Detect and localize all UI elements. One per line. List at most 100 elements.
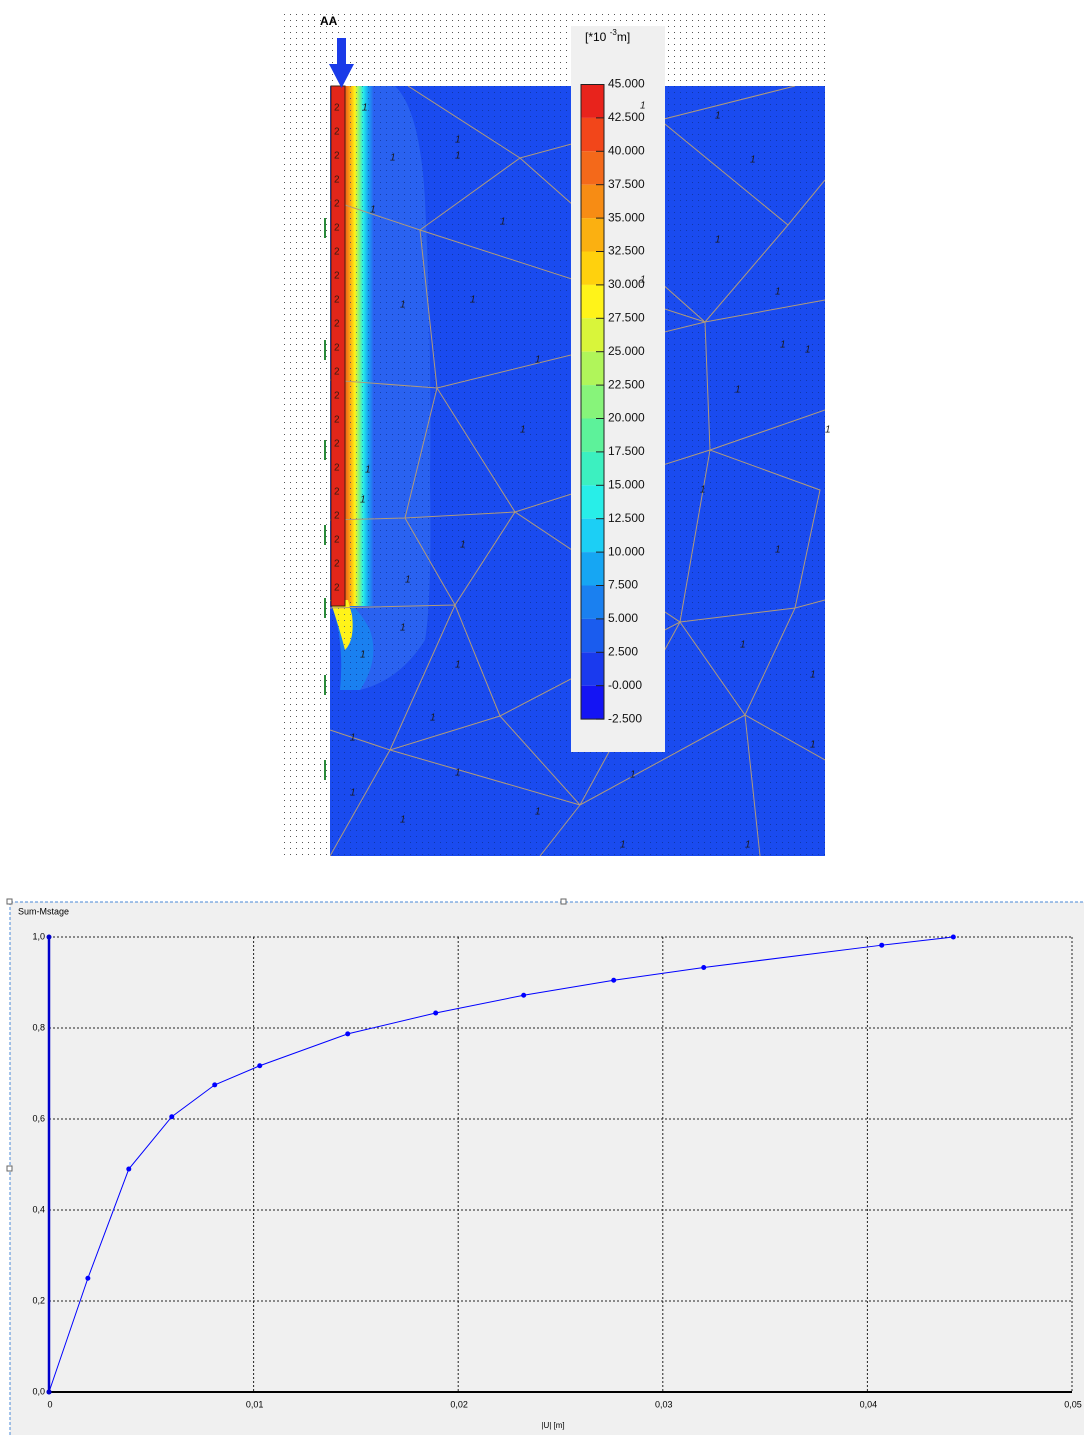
data-point (46, 934, 52, 940)
soil-label: 1 (365, 465, 371, 476)
x-tick-label: 0,03 (655, 1399, 673, 1409)
soil-label: 1 (715, 235, 721, 246)
legend-label: 10.000 (608, 544, 645, 558)
soil-label: 1 (750, 155, 756, 166)
x-tick-label: 0,04 (860, 1399, 878, 1409)
soil-label: 1 (400, 623, 406, 634)
legend-band (581, 251, 604, 285)
plate-label: 2 (334, 127, 340, 138)
legend-label: 7.500 (608, 578, 638, 592)
soil-label: 1 (400, 300, 406, 311)
soil-label: 1 (640, 101, 646, 112)
data-point (126, 1166, 132, 1172)
plate-label: 2 (334, 295, 340, 306)
x-tick-label: 0 (47, 1399, 52, 1409)
legend-label: 40.000 (608, 143, 645, 157)
soil-label: 1 (805, 345, 811, 356)
soil-label: 1 (775, 287, 781, 298)
legend-band (581, 451, 604, 486)
y-tick-label: 0,0 (32, 1386, 45, 1396)
plate-label: 2 (334, 415, 340, 426)
load-arrow (329, 38, 354, 88)
soil-label: 1 (825, 425, 831, 436)
legend-band (581, 518, 604, 553)
soil-label: 1 (455, 151, 461, 162)
legend-label: 12.500 (608, 511, 645, 525)
legend-label: 5.000 (608, 611, 638, 625)
chart-title: Sum-Mstage (18, 906, 69, 916)
legend-band (581, 652, 604, 686)
data-point (950, 934, 956, 940)
legend-label: 22.500 (608, 377, 645, 391)
soil-label: 1 (775, 545, 781, 556)
plate-label: 2 (334, 319, 340, 330)
legend-bar-frame (580, 84, 605, 720)
soil-label: 1 (470, 295, 476, 306)
plate-label: 2 (334, 247, 340, 258)
legend-label: 37.500 (608, 177, 645, 191)
soil-label: 1 (360, 495, 366, 506)
legend-band (581, 685, 604, 720)
legend-label: 30.000 (608, 277, 645, 291)
soil-label: 1 (460, 540, 466, 551)
plate (330, 85, 346, 607)
chart: Sum-Mstage |U| [m] 0,0 0,2 0,4 0,6 0,8 1,0 0 0,… (6, 898, 1084, 1435)
unit-suffix: m] (617, 30, 630, 44)
legend-band (581, 184, 604, 219)
soil-label: 1 (620, 840, 626, 851)
plate-label: 2 (334, 535, 340, 546)
soil-label: 1 (400, 815, 406, 826)
data-point (611, 977, 617, 983)
handle[interactable] (6, 898, 13, 905)
y-tick-label: 1,0 (32, 931, 45, 941)
legend-band (581, 84, 604, 118)
data-point (169, 1114, 175, 1120)
legend-band (581, 284, 604, 319)
legend-unit: [*10 -3m] (585, 28, 630, 44)
handle[interactable] (560, 898, 567, 905)
soil-label: 1 (360, 650, 366, 661)
legend-band (581, 318, 604, 352)
soil-label: 1 (520, 425, 526, 436)
soil-label: 1 (370, 205, 376, 216)
legend-label: -2.500 (608, 711, 642, 725)
soil-label: 1 (405, 575, 411, 586)
legend-label: 42.500 (608, 110, 645, 124)
soil-label: 1 (810, 740, 816, 751)
plate-label: 2 (334, 463, 340, 474)
soil-label: 1 (390, 153, 396, 164)
legend-band (581, 618, 604, 653)
soil-label: 1 (640, 275, 646, 286)
legend-band (581, 385, 604, 419)
plate-label: 2 (334, 367, 340, 378)
soil-label: 1 (362, 103, 368, 114)
legend-band (581, 485, 604, 519)
legend-label: 2.500 (608, 644, 638, 658)
soil-label: 1 (810, 670, 816, 681)
x-axis-label: |U| [m] (541, 1421, 564, 1430)
data-point (433, 1010, 439, 1016)
chart-panel (10, 902, 1084, 1435)
soil-label: 1 (535, 355, 541, 366)
soil-label: 1 (700, 485, 706, 496)
legend-label: 35.000 (608, 210, 645, 224)
legend-label: 32.500 (608, 244, 645, 258)
legend-label: 45.000 (608, 77, 645, 91)
plate-label: 2 (334, 103, 340, 114)
soil-label: 1 (630, 770, 636, 781)
data-point (521, 992, 527, 998)
data-point (85, 1275, 91, 1281)
y-tick-label: 0,4 (32, 1204, 45, 1214)
data-point (46, 1389, 52, 1395)
x-tick-label: 0,05 (1064, 1399, 1082, 1409)
handle[interactable] (6, 1165, 13, 1172)
soil-label: 1 (455, 135, 461, 146)
soil-label: 1 (715, 111, 721, 122)
soil-label: 1 (350, 733, 356, 744)
soil-label: 1 (535, 807, 541, 818)
legend-label: 15.000 (608, 477, 645, 491)
unit-exponent: -3 (610, 28, 618, 37)
y-tick-label: 0,8 (32, 1022, 45, 1032)
soil-label: 1 (350, 788, 356, 799)
legend-band (581, 151, 604, 185)
